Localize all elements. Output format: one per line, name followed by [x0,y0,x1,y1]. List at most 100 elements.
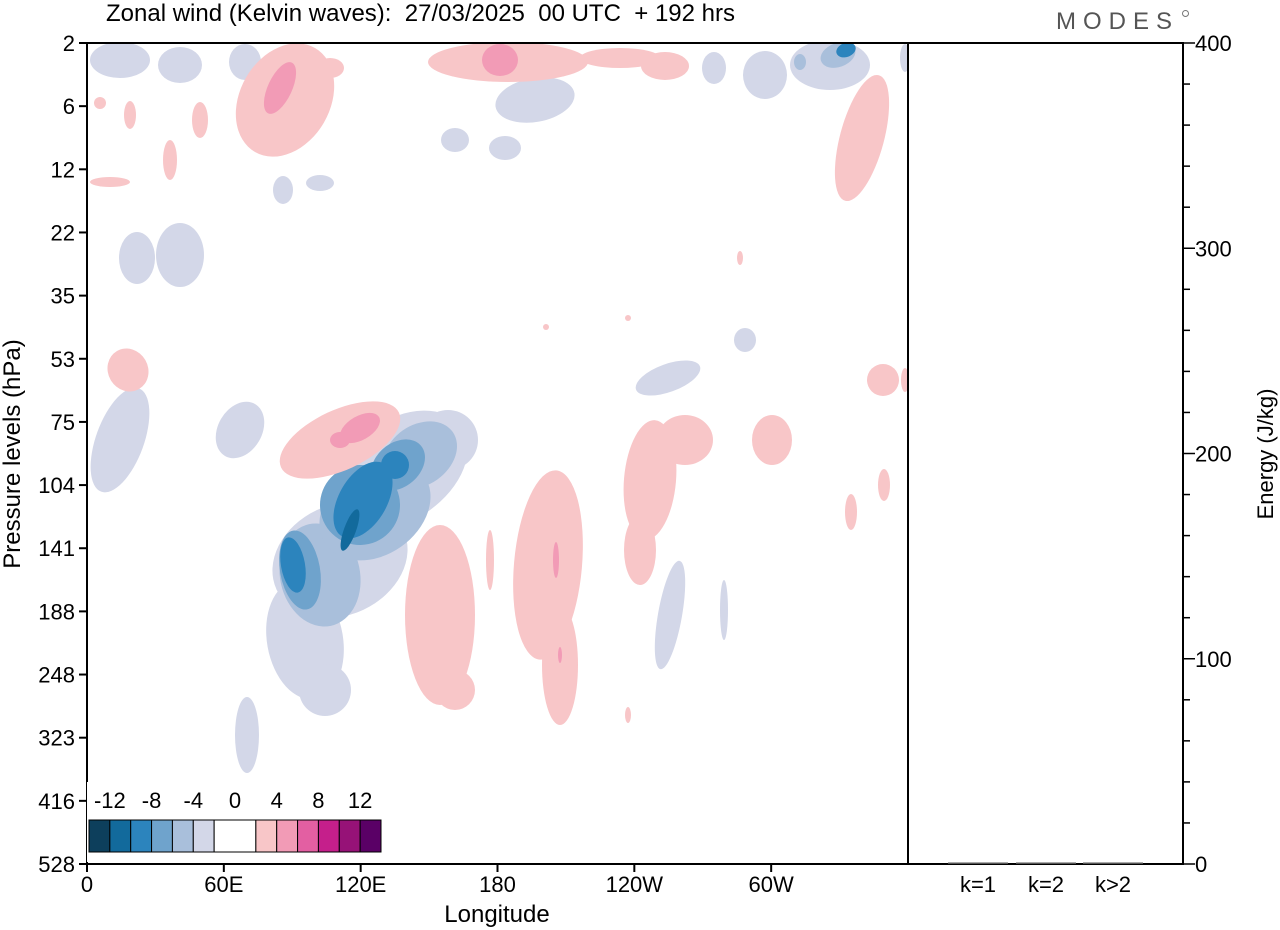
wind-field [90,43,908,773]
chart-title: Zonal wind (Kelvin waves): 27/03/2025 00… [106,0,735,27]
y-axis: 2 6 12 22 35 53 75 104 141 188 248 323 416 528 [38,31,87,877]
positive-region [107,348,149,392]
brand-logo: MODES [1056,8,1180,35]
x-axis: 0 60E 120E 180 120W 60W [81,864,794,897]
negative-core [340,509,360,551]
positive-region [486,530,494,590]
colorbar-swatch [297,819,319,853]
colorbar-swatch [317,819,340,853]
negative-region [156,223,204,287]
colorbar-tick-label: 0 [229,788,241,813]
positive-core [340,412,380,444]
negative-region [119,232,155,284]
negative-region [90,43,150,78]
colorbar: -12 -8 -4 0 4 8 12 [87,782,383,862]
y-tick-label: 528 [38,852,75,877]
y-tick-label: 6 [63,94,75,119]
colorbar-tick-label: -12 [94,788,126,813]
negative-region [306,175,334,191]
y-tick-label: 22 [51,220,75,245]
negative-region [90,387,150,493]
positive-region [845,494,857,530]
x-tick-label: 60W [749,872,794,897]
energy-axis: 0 100 200 300 400 [1183,31,1232,877]
negative-core [836,43,856,58]
positive-region [316,58,344,78]
x-tick-label: 120E [335,872,386,897]
energy-bar [1016,862,1076,864]
colorbar-tick-label: -8 [142,788,162,813]
colorbar-swatch [359,819,382,853]
x-tick-label: 60E [204,872,243,897]
energy-category-label: k=2 [1028,872,1064,897]
positive-region [625,707,631,723]
positive-region [435,670,475,710]
negative-core [381,451,409,479]
positive-region [405,525,475,705]
energy-tick-label: 0 [1195,852,1207,877]
colorbar-tick-label: 12 [348,788,372,813]
negative-region [158,47,202,83]
positive-region [657,415,713,465]
registered-mark-icon [1182,10,1189,17]
y-tick-label: 2 [63,31,75,56]
positive-region [94,97,106,109]
negative-region [215,401,265,459]
energy-bar [948,862,1008,864]
negative-region [235,697,259,773]
negative-region [495,77,575,123]
y-tick-label: 75 [51,410,75,435]
colorbar-swatch [338,819,361,853]
positive-region [737,251,743,265]
y-tick-label: 53 [51,347,75,372]
x-tick-label: 120W [606,872,664,897]
y-tick-label: 35 [51,284,75,309]
positive-core [558,647,562,663]
positive-region [752,415,792,465]
positive-region [834,74,890,202]
energy-tick-label: 400 [1195,31,1232,56]
colorbar-tick-label: -4 [184,788,204,813]
negative-core [794,54,806,70]
energy-tick-label: 300 [1195,236,1232,261]
x-axis-label: Longitude [444,901,549,928]
colorbar-swatch [171,819,194,853]
negative-region [734,328,756,352]
y-tick-label: 12 [51,157,75,182]
energy-frame [907,42,1184,865]
colorbar-tick-label: 4 [271,788,283,813]
negative-region [702,52,726,84]
positive-region [124,101,136,129]
positive-region [163,140,177,180]
negative-region [441,128,469,152]
energy-bars: k=1 k=2 k>2 [948,862,1143,897]
positive-region [901,368,908,392]
positive-region [543,324,549,330]
y-axis-label: Pressure levels (hPa) [0,339,26,568]
colorbar-swatch [192,819,215,853]
positive-core [263,62,297,114]
negative-region [900,44,908,72]
positive-core [553,542,559,578]
colorbar-swatch [276,819,299,853]
positive-core [482,44,518,76]
energy-category-label: k>2 [1095,872,1131,897]
positive-region [90,177,130,187]
positive-region [625,315,631,321]
positive-region [542,605,578,725]
y-tick-label: 248 [38,663,75,688]
colorbar-swatch [109,819,132,853]
colorbar-tick-label: 8 [312,788,324,813]
positive-region [192,102,208,138]
colorbar-swatch [88,819,111,853]
y-tick-label: 416 [38,789,75,814]
energy-tick-label: 200 [1195,442,1232,467]
negative-region [743,51,787,99]
negative-region [299,664,351,716]
negative-region [635,360,701,396]
negative-region [654,560,686,670]
x-tick-label: 0 [81,872,93,897]
y-tick-label: 104 [38,473,75,498]
positive-region [580,48,660,68]
